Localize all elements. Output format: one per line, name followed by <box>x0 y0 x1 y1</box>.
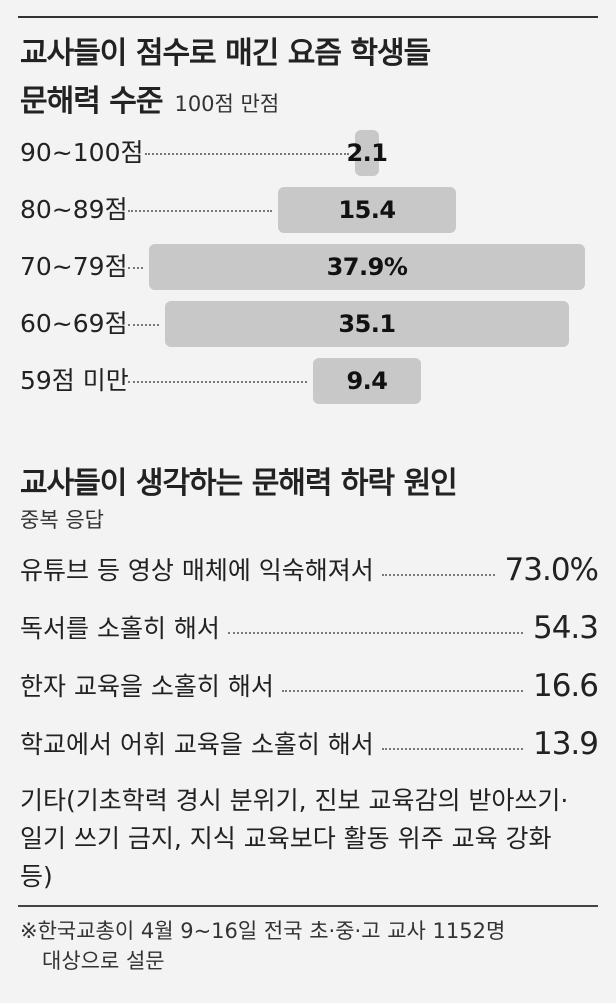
leader-dots <box>128 210 273 212</box>
score-bar: 35.1 <box>165 301 569 347</box>
bar-value-label: 35.1 <box>338 310 396 338</box>
score-bar: 37.9% <box>149 244 585 290</box>
leader-dots <box>381 574 495 576</box>
reason-value: 16.6 <box>532 668 599 704</box>
reason-label: 한자 교육을 소홀히 해서 <box>20 672 274 701</box>
chart2-title: 교사들이 생각하는 문해력 하락 원인 <box>20 466 458 501</box>
leader-dots <box>381 748 523 750</box>
footnote-line1: ※한국교총이 4월 9~16일 전국 초·중·고 교사 1152명 <box>20 919 506 943</box>
category-label: 59점 미만 <box>20 366 129 395</box>
chart1-title-line2: 문해력 수준 <box>20 84 163 119</box>
category-label: 70~79점 <box>20 252 128 281</box>
reason-value: 13.9 <box>532 726 599 762</box>
bar-value-label: 9.4 <box>346 367 388 395</box>
chart2-subtitle: 중복 응답 <box>20 508 104 532</box>
chart1-title-line1: 교사들이 점수로 매긴 요즘 학생들 <box>20 36 431 71</box>
bar-value-label: 37.9% <box>326 253 408 281</box>
category-label: 90~100점 <box>20 138 144 167</box>
bar-value-label: 2.1 <box>346 139 388 167</box>
bar-value-label: 15.4 <box>338 196 396 224</box>
category-label: 60~69점 <box>20 309 128 338</box>
score-bar: 9.4 <box>312 358 422 404</box>
reason-value: 73.0% <box>504 552 599 588</box>
footnote: ※한국교총이 4월 9~16일 전국 초·중·고 교사 1152명 대상으로 설… <box>20 916 610 976</box>
leader-dots <box>145 153 349 155</box>
leader-dots <box>128 324 160 326</box>
leader-dots <box>227 632 523 634</box>
leader-dots <box>281 690 523 692</box>
score-bar: 15.4 <box>278 187 456 233</box>
chart1-subtitle: 100점 만점 <box>174 92 280 116</box>
score-bar: 2.1 <box>346 130 388 176</box>
footnote-line2: 대상으로 설문 <box>42 949 165 973</box>
leader-dots <box>128 267 143 269</box>
category-label: 80~89점 <box>20 195 128 224</box>
chart1-title-line2-wrap: 문해력 수준 100점 만점 <box>20 76 279 120</box>
reason-value: 54.3 <box>532 610 599 646</box>
reason-label: 독서를 소홀히 해서 <box>20 614 220 643</box>
top-rule <box>18 16 598 18</box>
other-reasons: 기타(기초학력 경시 분위기, 진보 교육감의 받아쓰기·일기 쓰기 금지, 지… <box>20 786 569 891</box>
leader-dots <box>128 381 307 383</box>
reason-label: 유튜브 등 영상 매체에 익숙해져서 <box>20 556 374 585</box>
bottom-rule <box>18 905 598 907</box>
reason-label: 학교에서 어휘 교육을 소홀히 해서 <box>20 730 374 759</box>
